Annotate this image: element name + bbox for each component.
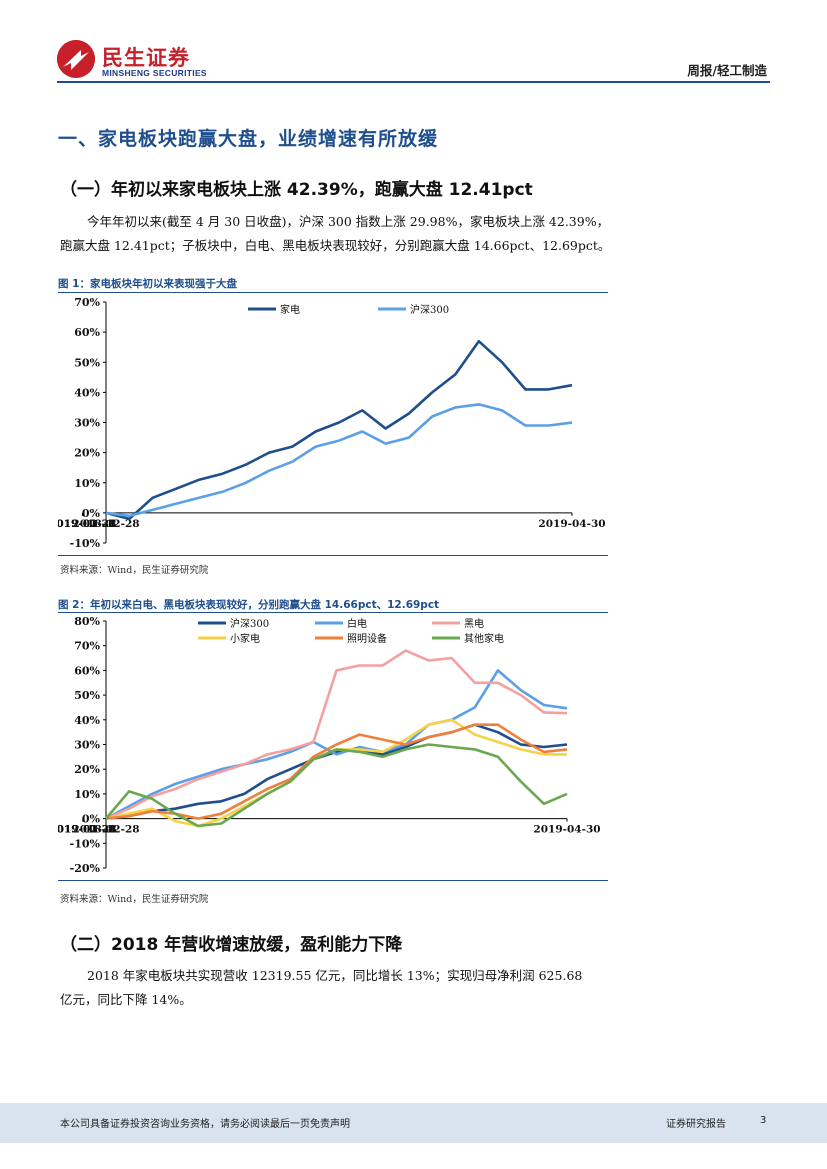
header-section: 周报/轻工制造: [687, 63, 767, 78]
y-tick-label: 0%: [82, 507, 101, 520]
legend-label: 照明设备: [347, 632, 387, 645]
figure-1-top-rule: [58, 292, 608, 293]
page-number: 3: [760, 1115, 767, 1126]
legend-label: 白电: [347, 617, 367, 630]
series-line-黑电: [105, 649, 568, 820]
y-tick-label: 10%: [74, 788, 100, 801]
x-tick-label: 2019-01-28: [58, 824, 117, 836]
paragraph-1: 今年年初以来(截至 4 月 30 日收盘)，沪深 300 指数上涨 29.98%…: [60, 210, 770, 258]
y-tick-label: 40%: [74, 386, 100, 399]
y-tick-label: 30%: [74, 417, 100, 430]
figure-2-bottom-rule: [58, 880, 608, 881]
series-line-家电: [105, 339, 573, 521]
paragraph-2-line-1: 2018 年家电板块共实现营收 12319.55 亿元，同比增长 13%；实现归…: [87, 968, 583, 983]
header-divider: [57, 81, 770, 83]
legend-label: 家电: [280, 303, 300, 316]
y-tick-label: 50%: [74, 356, 100, 369]
series-line-其他家电: [105, 743, 568, 828]
figure-2-chart: -20% -10% 0% 10% 20% 30% 40% 50% 60% 70% 80% 2018-1…: [58, 615, 601, 875]
legend-label: 沪深300: [410, 303, 449, 316]
logo-text: 民生证券: [102, 46, 190, 70]
y-tick-label: -20%: [70, 862, 101, 875]
footer-disclaimer: 本公司具备证券投资咨询业务资格，请务必阅读最后一页免责声明: [60, 1119, 350, 1130]
x-tick-label: 2019-02-28: [58, 518, 116, 530]
y-tick-label: 0%: [82, 813, 101, 826]
y-tick-label: 70%: [74, 640, 100, 653]
y-tick-label: 10%: [74, 477, 100, 490]
x-tick-label: 2019-03-31: [58, 824, 117, 836]
logo-english: MINSHENG SECURITIES: [102, 68, 207, 78]
y-tick-label: 60%: [74, 664, 100, 677]
section-title: 一、家电板块跑赢大盘，业绩增速有所放缓: [58, 128, 439, 150]
y-tick-label: 30%: [74, 739, 100, 752]
subsection-title-2: （二）2018 年营收增速放缓，盈利能力下降: [60, 935, 403, 955]
x-tick-label: 2019-02-28: [58, 824, 117, 836]
paragraph-1-line-1: 今年年初以来(截至 4 月 30 日收盘)，沪深 300 指数上涨 29.98%…: [87, 214, 610, 229]
x-tick-label: 2018-12-28: [72, 518, 139, 530]
footer-bar: [0, 1103, 827, 1143]
footer-report-type: 证券研究报告: [666, 1119, 726, 1130]
paragraph-2: 2018 年家电板块共实现营收 12319.55 亿元，同比增长 13%；实现归…: [60, 964, 770, 1012]
y-tick-label: 50%: [74, 689, 100, 702]
y-tick-label: 20%: [74, 447, 100, 460]
figure-1-chart: -10%0%10%20%30%40%50%60%70%2018-12-28201…: [58, 296, 606, 550]
figure-1-source: 资料来源：Wind，民生证券研究院: [60, 565, 209, 576]
figure-1-caption: 图 1：家电板块年初以来表现强于大盘: [58, 278, 237, 290]
x-tick-label: 2019-01-28: [58, 518, 116, 530]
subsection-title-1: （一）年初以来家电板块上涨 42.39%，跑赢大盘 12.41pct: [60, 180, 533, 200]
x-tick-label: 2019-04-30: [533, 824, 600, 836]
figure-2-top-rule: [58, 612, 608, 613]
y-tick-label: 80%: [74, 615, 100, 628]
legend-label: 小家电: [230, 632, 260, 645]
y-tick-label: 60%: [74, 326, 100, 339]
x-tick-label: 2019-04-30: [538, 518, 605, 530]
y-tick-label: 20%: [74, 763, 100, 776]
figure-2-source: 资料来源：Wind，民生证券研究院: [60, 894, 209, 905]
paragraph-1-line-2: 跑赢大盘 12.41pct；子板块中，白电、黑电板块表现较好，分别跑赢大盘 14…: [60, 238, 611, 253]
y-tick-label: -10%: [70, 837, 101, 850]
y-tick-label: -10%: [70, 537, 101, 550]
legend-label: 其他家电: [464, 632, 504, 645]
y-tick-label: 70%: [74, 296, 100, 309]
logo-mark-icon: [57, 40, 95, 78]
series-line-沪深300: [105, 403, 573, 518]
figure-2-caption: 图 2：年初以来白电、黑电板块表现较好，分别跑赢大盘 14.66pct、12.6…: [58, 599, 440, 611]
x-tick-label: 2019-03-31: [58, 518, 116, 530]
legend-label: 沪深300: [230, 617, 269, 630]
series-line-小家电: [105, 718, 567, 828]
series-line-照明设备: [105, 723, 568, 820]
y-tick-label: 40%: [74, 714, 100, 727]
figure-1-bottom-rule: [58, 555, 608, 556]
paragraph-2-line-2: 亿元，同比下降 14%。: [60, 992, 192, 1007]
series-line-沪深300: [105, 723, 568, 820]
legend-label: 黑电: [464, 617, 484, 630]
x-tick-label: 2018-12-28: [72, 824, 139, 836]
